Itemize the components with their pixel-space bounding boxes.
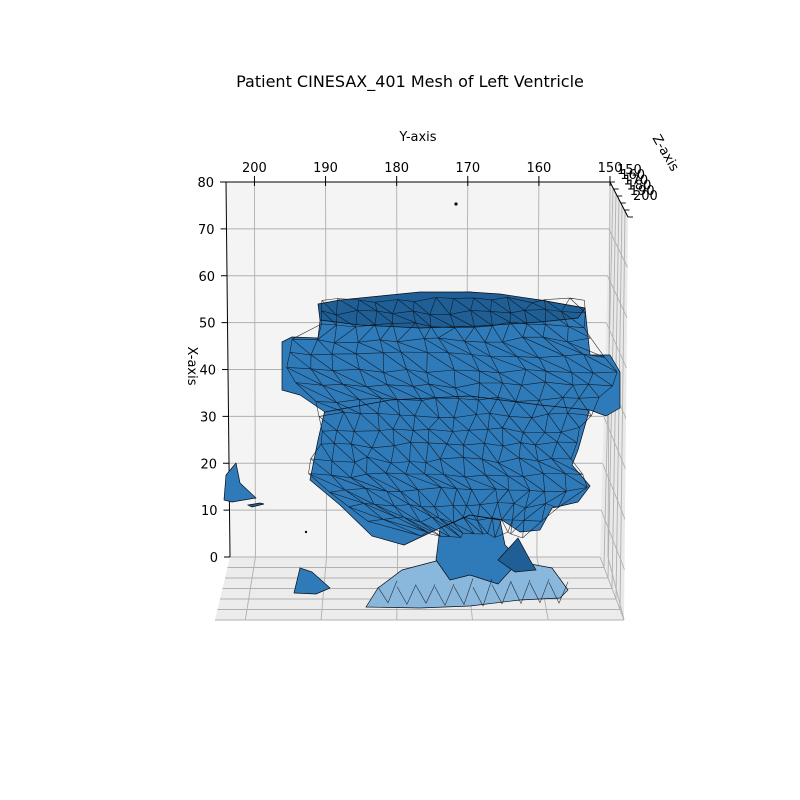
y-axis-label: Y-axis: [398, 130, 436, 145]
mesh-dot-left: [304, 530, 308, 534]
z-tick-label: 180: [627, 179, 652, 194]
z-tick-label: 160: [620, 168, 645, 183]
x-tick-label: 80: [197, 176, 214, 191]
mesh-edges: [286, 297, 618, 607]
x-tick-label: 0: [210, 551, 218, 566]
x-tick-label: 20: [200, 457, 217, 472]
ventricle-mesh: [223, 202, 621, 609]
mesh-fragment-left: [223, 462, 257, 503]
z-tick-label: 200: [633, 189, 658, 204]
mesh-fragment-bottom: [293, 567, 331, 595]
x-axis-label: X-axis: [184, 347, 199, 386]
y-ticks: 200 190 180 170 160 150: [242, 161, 622, 186]
mesh-dot-top: [454, 202, 458, 206]
x-tick-label: 30: [200, 410, 217, 425]
y-tick-label: 190: [313, 161, 338, 176]
mesh-fragment-left-small: [246, 502, 265, 508]
x-tick-label: 40: [199, 364, 216, 379]
z-axis-line: [609, 181, 629, 218]
x-tick-label: 50: [199, 317, 216, 332]
mesh-triangulation: [286, 297, 618, 539]
mesh-stem-spike: [497, 537, 537, 573]
chart-title: Patient CINESAX_401 Mesh of Left Ventric…: [236, 72, 584, 92]
mesh-base-triangulation: [377, 578, 569, 607]
gridline-z-side: [619, 211, 626, 610]
z-tick-label: 150: [617, 163, 642, 178]
x-ticks: 0 10 20 30 40 50 60 70 80: [197, 176, 230, 566]
y-tick-label: 150: [598, 161, 623, 176]
x-tick-label: 70: [198, 223, 215, 238]
z-tick-label: 190: [630, 184, 655, 199]
y-tick-label: 180: [384, 161, 409, 176]
y-tick-label: 160: [526, 161, 551, 176]
y-tick-label: 200: [242, 161, 267, 176]
z-axis-label: Z-axis: [649, 132, 682, 174]
y-tick-label: 170: [455, 161, 480, 176]
gridline-y: [253, 181, 256, 558]
x-tick-label: 10: [201, 504, 218, 519]
z-tick-label: 170: [623, 173, 648, 188]
x-tick-label: 60: [198, 270, 215, 285]
